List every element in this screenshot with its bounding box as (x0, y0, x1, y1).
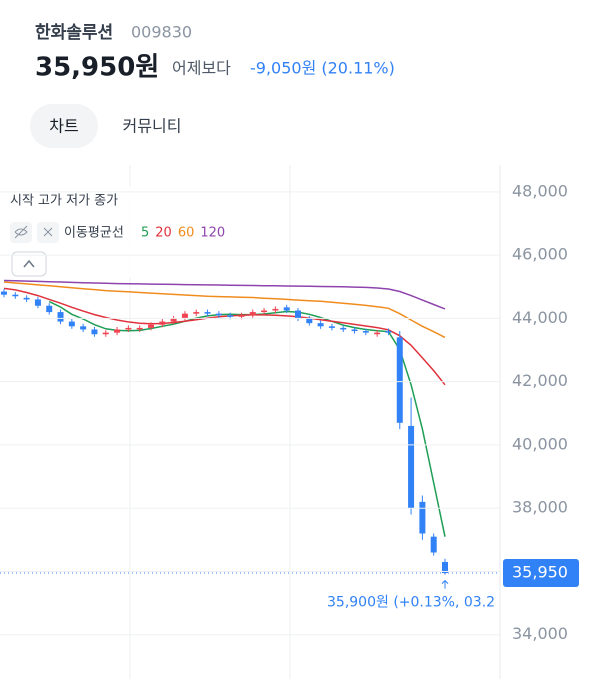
candle-body (430, 536, 437, 553)
candle-body (215, 313, 222, 316)
ma-name: 60 (178, 226, 195, 241)
candle-body (328, 326, 335, 328)
ma-line (48, 300, 446, 537)
close-icon (43, 227, 53, 237)
candle-body (80, 326, 87, 330)
candle-body (261, 310, 268, 313)
candle-body (227, 315, 234, 317)
y-tick-label: 42,000 (512, 371, 568, 390)
candle-body (12, 294, 19, 297)
candle-body (396, 337, 403, 423)
candle-body (374, 332, 381, 335)
candle-body (306, 318, 313, 324)
candle-body (340, 327, 347, 330)
candle-body (283, 307, 290, 311)
ma-name: 20 (155, 226, 172, 241)
candle-body (362, 331, 369, 333)
y-tick-label: 46,000 (512, 245, 568, 264)
candle-body (272, 308, 279, 311)
candle-body (408, 425, 415, 509)
candle-body (170, 318, 177, 322)
current-price-tag (503, 559, 579, 588)
candle-body (136, 327, 143, 330)
tab-active[interactable] (30, 104, 98, 148)
price-change: -9,050원 (20.11%) (250, 59, 395, 78)
current-price-label: 35,950 (512, 563, 568, 582)
ma-line (3, 287, 446, 386)
candle-body (114, 329, 121, 333)
price: 35,950원 (35, 53, 159, 83)
ma-line (3, 281, 446, 339)
y-tick-label: 48,000 (512, 181, 568, 200)
annotation-arrow (441, 579, 449, 589)
tab[interactable]: 커뮤니티 (123, 117, 182, 136)
candle-body (249, 312, 256, 316)
candle-body (125, 327, 132, 330)
candle-body (68, 321, 75, 327)
ma-name: 120 (200, 226, 225, 241)
candle-body (46, 305, 53, 313)
candle-body (442, 561, 448, 574)
chevron (23, 259, 35, 268)
y-tick-label: 34,000 (512, 624, 568, 643)
plot: 35,900원 (+0.13%, 03.2 (1, 279, 495, 611)
candle-body (351, 329, 358, 332)
candle-body (204, 312, 211, 314)
candle-body (102, 332, 109, 335)
candle-body (181, 313, 188, 319)
candle-body (317, 323, 324, 327)
candle-body (159, 321, 166, 325)
legend: 시작 고가 저가 종가 이동평균선 5 20 60 120 (4, 186, 225, 278)
candle-body (1, 291, 7, 295)
candle-body (148, 324, 154, 328)
legend-ohlc: 시작 고가 저가 종가 (10, 194, 118, 209)
y-tick-label: 40,000 (512, 434, 568, 453)
candle-body (295, 310, 301, 319)
y-tick-label: 44,000 (512, 308, 568, 327)
ma-line (3, 279, 446, 310)
candle-body (34, 299, 41, 306)
y-tick-label: 38,000 (512, 498, 568, 517)
candle-body (193, 312, 200, 314)
ma-label: 이동평균선 (64, 226, 124, 241)
stock-code: 009830 (131, 23, 192, 42)
candle-body (91, 329, 98, 335)
tab[interactable]: 차트 (49, 117, 78, 136)
ma-name: 5 (141, 226, 149, 241)
collapse-button[interactable] (11, 251, 47, 277)
annotation: 35,900원 (+0.13%, 03.2 (327, 595, 495, 611)
compare-label: 어제보다 (172, 59, 231, 78)
candle-body (23, 297, 30, 300)
stock-name: 한화솔루션 (35, 23, 113, 43)
candle-body (238, 315, 245, 317)
eye-icon (14, 225, 28, 239)
candle-body (419, 501, 426, 534)
candle-body (385, 331, 392, 333)
candle-body (57, 312, 64, 322)
